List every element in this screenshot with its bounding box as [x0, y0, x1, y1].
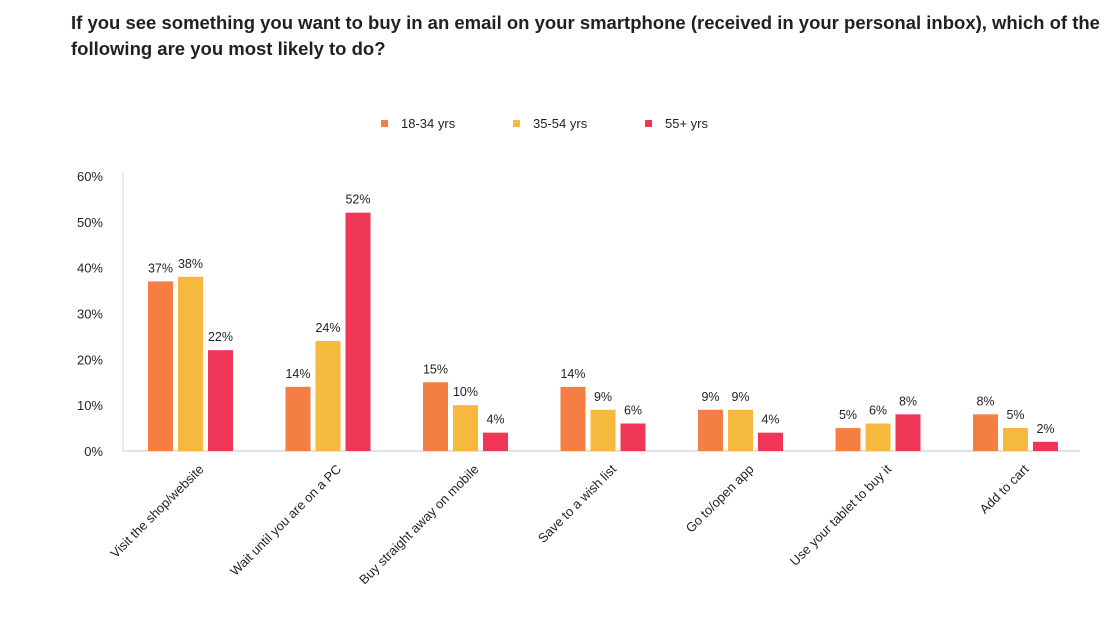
- bar: [423, 382, 448, 451]
- bar: [453, 405, 478, 451]
- data-label: 5%: [1006, 408, 1024, 422]
- y-tick-label: 50%: [77, 215, 103, 230]
- bar: [148, 281, 173, 451]
- data-label: 4%: [761, 413, 779, 427]
- bar: [698, 409, 723, 451]
- data-label: 6%: [869, 404, 887, 418]
- data-label: 8%: [899, 394, 917, 408]
- data-label: 14%: [285, 367, 310, 381]
- y-tick-label: 0%: [84, 444, 103, 459]
- data-label: 6%: [624, 404, 642, 418]
- bar: [1033, 441, 1058, 451]
- data-label: 8%: [976, 394, 994, 408]
- bar: [973, 414, 998, 451]
- legend-swatch: [381, 120, 388, 127]
- bar: [895, 414, 921, 451]
- legend-swatch: [513, 120, 520, 127]
- data-label: 4%: [486, 413, 504, 427]
- bar: [315, 341, 341, 451]
- bar: [728, 409, 753, 451]
- data-label: 14%: [560, 367, 585, 381]
- data-label: 2%: [1036, 422, 1054, 436]
- x-tick-label: Buy straight away on mobile: [356, 462, 482, 588]
- x-tick-label: Save to a wish list: [535, 461, 619, 545]
- bar: [208, 350, 233, 451]
- legend-swatch: [645, 120, 652, 127]
- bar: [560, 386, 586, 451]
- bar: [865, 423, 891, 451]
- data-label: 9%: [731, 390, 749, 404]
- bar: [620, 423, 646, 451]
- data-label: 9%: [701, 390, 719, 404]
- y-tick-label: 40%: [77, 261, 103, 276]
- bar: [590, 409, 616, 451]
- y-tick-label: 10%: [77, 398, 103, 413]
- bar: [835, 428, 861, 451]
- bar: [285, 386, 311, 451]
- bar: [345, 212, 371, 451]
- data-label: 37%: [148, 261, 173, 275]
- y-tick-label: 60%: [77, 169, 103, 184]
- x-tick-label: Wait until you are on a PC: [227, 462, 344, 579]
- data-label: 24%: [315, 321, 340, 335]
- x-tick-label: Add to cart: [977, 461, 1032, 516]
- legend-label: 55+ yrs: [665, 116, 708, 131]
- bar: [178, 276, 203, 451]
- bar: [483, 432, 508, 451]
- data-label: 10%: [453, 385, 478, 399]
- y-tick-label: 20%: [77, 352, 103, 367]
- data-label: 52%: [345, 193, 370, 207]
- data-label: 5%: [839, 408, 857, 422]
- chart-title: If you see something you want to buy in …: [71, 12, 1100, 59]
- x-tick-label: Use your tablet to buy it: [787, 461, 894, 568]
- data-label: 9%: [594, 390, 612, 404]
- x-tick-label: Go to/open app: [683, 462, 757, 536]
- data-label: 15%: [423, 362, 448, 376]
- data-label: 38%: [178, 257, 203, 271]
- legend-label: 18-34 yrs: [401, 116, 456, 131]
- bar: [1003, 428, 1028, 451]
- data-label: 22%: [208, 330, 233, 344]
- x-tick-label: Visit the shop/website: [107, 462, 206, 561]
- y-tick-label: 30%: [77, 307, 103, 322]
- bar: [758, 432, 783, 451]
- legend-label: 35-54 yrs: [533, 116, 588, 131]
